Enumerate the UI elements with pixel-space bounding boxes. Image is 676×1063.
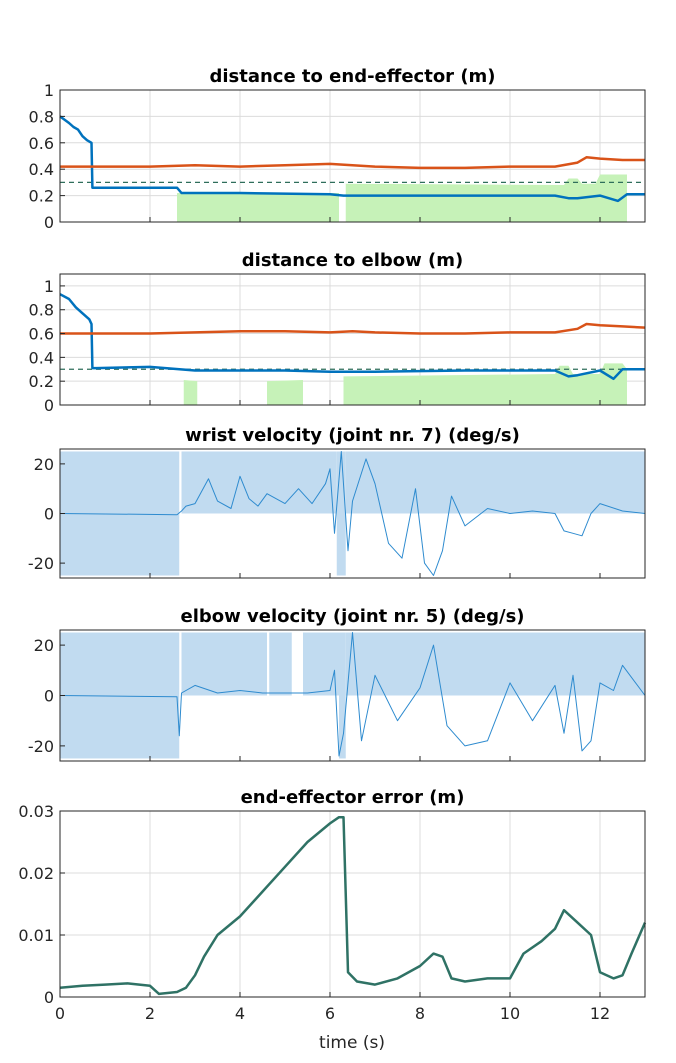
x-tick-label-6: 12 — [590, 1004, 610, 1023]
plot-frame — [59, 273, 646, 406]
y-tick-label-1: 0.2 — [29, 187, 54, 206]
plot-frame — [59, 810, 646, 998]
y-tick-label-0: 0 — [44, 213, 54, 232]
y-tick-label-3: 0.6 — [29, 325, 54, 344]
y-tick-label-2: 20 — [34, 455, 54, 474]
velocity-bound-5 — [345, 632, 645, 696]
x-tick-label-2: 4 — [235, 1004, 245, 1023]
y-tick-label-0: 0 — [44, 396, 54, 415]
y-tick-label-1: 0.2 — [29, 372, 54, 391]
panel-title: distance to elbow (m) — [242, 250, 463, 271]
velocity-bound-4 — [339, 632, 346, 759]
velocity-bound-1 — [181, 632, 267, 696]
y-tick-label-2: 0.02 — [18, 864, 54, 883]
panel-3: -20 0 20 wrist velocity (joint nr. 7) (deg/… — [28, 425, 646, 579]
y-tick-label-5: 1 — [44, 81, 54, 100]
x-tick-label-3: 6 — [325, 1004, 335, 1023]
panel-5: 0 0.01 0.02 0.03 end-effector error (m) — [18, 787, 647, 1007]
plot-frame — [59, 89, 646, 223]
panel-title: wrist velocity (joint nr. 7) (deg/s) — [185, 425, 520, 446]
y-tick-label-5: 1 — [44, 277, 54, 296]
y-tick-label-4: 0.8 — [29, 301, 54, 320]
panel-2: 0 0.2 0.4 0.6 0.8 1 distance to elbow (m) — [29, 250, 646, 415]
x-tick-label-4: 8 — [415, 1004, 425, 1023]
y-tick-label-0: -20 — [28, 737, 54, 756]
series-line-0 — [59, 632, 646, 757]
x-tick-label-0: 0 — [55, 1004, 65, 1023]
shaded-region-0 — [177, 192, 339, 222]
panel-title: elbow velocity (joint nr. 5) (deg/s) — [180, 606, 524, 627]
y-tick-label-2: 0.4 — [29, 160, 54, 179]
shaded-region-0 — [183, 379, 198, 405]
y-tick-label-1: 0 — [44, 505, 54, 524]
y-tick-label-1: 0 — [44, 687, 54, 706]
x-tick-label-1: 2 — [145, 1004, 155, 1023]
x-tick-label-5: 10 — [500, 1004, 520, 1023]
velocity-bound-1 — [181, 451, 337, 514]
velocity-bound-2 — [336, 451, 346, 576]
y-tick-label-0: 0 — [44, 988, 54, 1007]
velocity-bound-2 — [269, 632, 292, 696]
y-tick-label-1: 0.01 — [18, 926, 54, 945]
series-line-1 — [60, 322, 646, 335]
series-line-0 — [59, 115, 645, 203]
shaded-region-2 — [343, 363, 627, 405]
y-tick-label-0: -20 — [28, 554, 54, 573]
shaded-region-1 — [267, 379, 303, 405]
y-tick-label-2: 0.4 — [29, 348, 54, 367]
y-tick-label-3: 0.03 — [18, 802, 54, 821]
series-line-0 — [59, 451, 646, 576]
velocity-bound-3 — [303, 632, 339, 696]
series-line-0 — [59, 293, 645, 381]
series-line-0 — [59, 815, 647, 996]
series-line-1 — [60, 156, 645, 170]
y-tick-label-3: 0.6 — [29, 134, 54, 153]
panel-title: end-effector error (m) — [241, 787, 465, 808]
x-axis-label: time (s) — [319, 1033, 385, 1053]
shaded-region-1 — [345, 174, 627, 222]
velocity-bound-3 — [345, 451, 645, 514]
y-tick-label-4: 0.8 — [29, 107, 54, 126]
panel-4: -20 0 20 elbow velocity (joint nr. 5) (deg/… — [28, 606, 646, 762]
y-tick-label-2: 20 — [34, 636, 54, 655]
panel-1: 0 0.2 0.4 0.6 0.8 1 distance to end-effector (… — [29, 66, 646, 232]
panel-title: distance to end-effector (m) — [209, 66, 495, 87]
